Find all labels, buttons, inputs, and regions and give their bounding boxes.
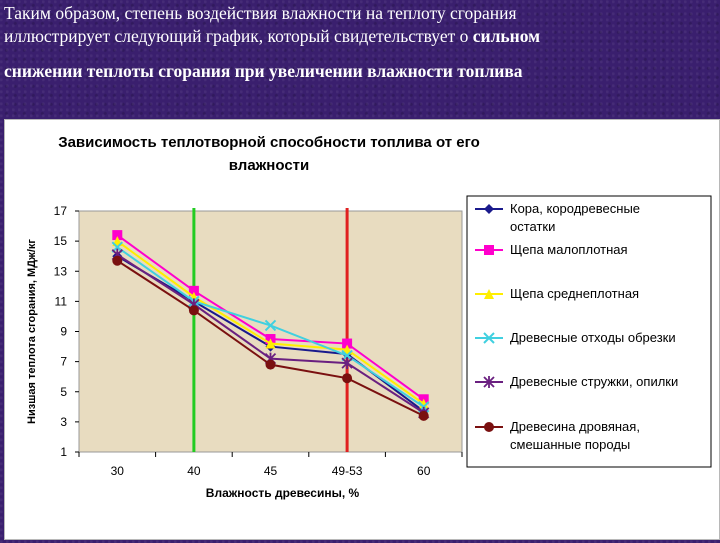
x-axis-label: Влажность древесины, % [206, 486, 360, 500]
y-tick-label: 1 [60, 445, 67, 459]
slide-header-text: Таким образом, степень воздействия влажн… [4, 2, 716, 83]
legend: Кора, кородревесные остатки Щепа малоплотн… [475, 201, 678, 452]
legend-entry: Древесные отходы обрезки [475, 330, 676, 345]
y-tick-label: 15 [54, 234, 68, 248]
point-marker [418, 410, 429, 421]
y-tick-label: 3 [60, 415, 67, 429]
point-marker [112, 255, 123, 266]
chart-title: Зависимость теплотворной способности топ… [58, 134, 480, 174]
header-line-3: снижении теплоты сгорания при увеличении… [4, 61, 523, 81]
legend-label: смешанные породы [510, 437, 630, 452]
legend-entry: Щепа среднеплотная [475, 286, 639, 301]
series-6 [112, 255, 429, 421]
legend-label: Щепа малоплотная [510, 242, 628, 257]
point-marker [484, 245, 494, 255]
legend-entry: Древесные стружки, опилки [475, 374, 678, 389]
line-chart: Зависимость теплотворной способности топ… [26, 134, 712, 500]
y-tick-label: 5 [60, 385, 67, 399]
y-tick-label: 7 [60, 355, 67, 369]
header-line-2-plain: иллюстрирует следующий график, который с… [4, 26, 473, 46]
legend-label: Древесина дровяная, [510, 419, 640, 434]
x-tick-label: 45 [264, 464, 278, 478]
legend-entry: Щепа малоплотная [475, 242, 628, 257]
plot-area [78, 210, 463, 453]
y-tick-label: 17 [54, 204, 68, 218]
point-marker [484, 289, 494, 299]
point-marker [484, 422, 494, 432]
legend-label: остатки [510, 219, 555, 234]
point-marker [483, 332, 495, 344]
chart-panel: Зависимость теплотворной способности топ… [4, 119, 720, 540]
legend-label: Древесные отходы обрезки [510, 330, 676, 345]
legend-label: Древесные стружки, опилки [510, 374, 678, 389]
point-marker [484, 204, 494, 214]
point-marker [265, 359, 276, 370]
chart-title-line: влажности [229, 157, 309, 174]
chart-title-line: Зависимость теплотворной способности топ… [58, 134, 480, 151]
y-tick-label: 9 [60, 325, 67, 339]
x-tick-label: 49-53 [332, 464, 363, 478]
y-tick-label: 13 [54, 264, 68, 278]
point-marker [112, 230, 123, 241]
point-marker [188, 285, 199, 296]
point-marker [483, 376, 495, 388]
legend-entry: Кора, кородревесные остатки [475, 201, 640, 234]
x-tick-label: 30 [111, 464, 125, 478]
header-line-1: Таким образом, степень воздействия влажн… [4, 3, 517, 23]
legend-label: Кора, кородревесные [510, 201, 640, 216]
point-marker [342, 338, 353, 349]
legend-label: Щепа среднеплотная [510, 286, 639, 301]
point-marker [188, 305, 199, 316]
x-tick-label: 40 [187, 464, 201, 478]
point-marker [342, 373, 353, 384]
vertical-markers [192, 208, 349, 452]
point-marker [265, 338, 276, 349]
header-line-2-bold: сильном [472, 26, 541, 46]
x-tick-label: 60 [417, 464, 431, 478]
header-line-2: иллюстрирует следующий график, который с… [4, 25, 716, 48]
legend-box [466, 195, 712, 468]
y-tick-label: 11 [55, 294, 68, 308]
series-group [111, 230, 430, 421]
point-marker [341, 357, 353, 370]
legend-entry: Древесина дровяная, смешанные породы [475, 419, 640, 452]
y-axis-label: Низшая теплота сгорания, МДж/кг [26, 239, 38, 424]
x-axis: 30 40 45 49-53 60 Влажность древесины, % [78, 452, 463, 500]
point-marker [264, 319, 277, 332]
